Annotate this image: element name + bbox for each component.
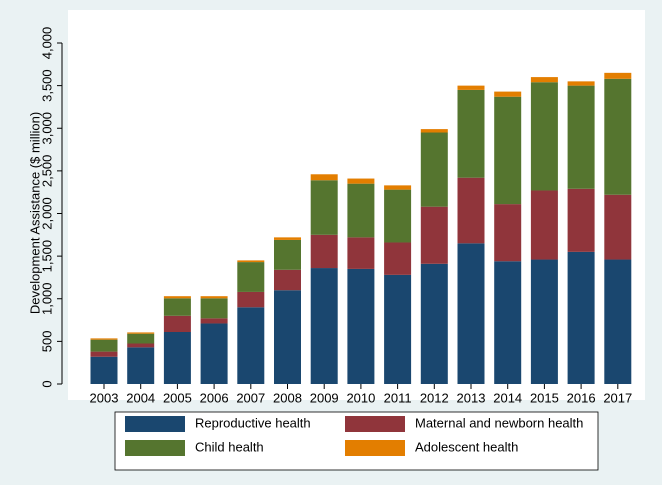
bar-segment (384, 274, 412, 384)
bar-segment (310, 174, 338, 181)
y-tick-label: 4,000 (39, 27, 54, 60)
bar-segment (200, 298, 228, 319)
bar-segment (237, 291, 265, 308)
x-tick-label: 2003 (90, 390, 119, 405)
y-tick-label: 3,000 (39, 112, 54, 145)
x-tick-label: 2007 (236, 390, 265, 405)
y-tick-label: 2,500 (39, 155, 54, 188)
bar-segment (90, 339, 118, 352)
x-tick-label: 2006 (200, 390, 229, 405)
bar-segment (310, 268, 338, 384)
x-tick-label: 2012 (420, 390, 449, 405)
bar-segment (163, 296, 191, 299)
bar-segment (127, 343, 155, 348)
x-tick-label: 2004 (126, 390, 155, 405)
bar-segment (310, 180, 338, 235)
bar-segment (567, 188, 595, 252)
bar-segment (90, 338, 118, 340)
bar-segment (530, 259, 558, 384)
bar-segment (347, 183, 375, 238)
bar-segment (347, 237, 375, 269)
y-tick-label: 3,500 (39, 69, 54, 102)
bar-segment (127, 333, 155, 344)
legend-label: Maternal and newborn health (415, 415, 583, 430)
bar-segment (457, 89, 485, 178)
bar-segment (200, 318, 228, 324)
bar-segment (347, 268, 375, 384)
bar-segment (494, 91, 522, 97)
legend-swatch (125, 416, 185, 432)
bar-segment (420, 129, 448, 133)
bar-segment (90, 351, 118, 357)
x-tick-label: 2013 (457, 390, 486, 405)
bar-segment (274, 239, 301, 270)
bar-segment (494, 261, 522, 384)
bar-segment (420, 132, 448, 207)
legend-label: Adolescent health (415, 439, 518, 454)
bar-segment (567, 251, 595, 384)
y-tick-label: 1,500 (39, 240, 54, 273)
x-tick-label: 2010 (346, 390, 375, 405)
y-tick-label: 500 (39, 331, 54, 353)
bar-segment (384, 185, 412, 190)
bar-segment (237, 307, 265, 384)
x-tick-label: 2016 (567, 390, 596, 405)
bar-segment (457, 177, 485, 244)
bar-segment (420, 206, 448, 264)
bar-segment (274, 237, 301, 240)
bar-segment (310, 234, 338, 269)
y-tick-label: 1,000 (39, 282, 54, 315)
bar-segment (604, 78, 632, 195)
x-tick-label: 2017 (603, 390, 632, 405)
legend-label: Child health (195, 439, 264, 454)
bar-segment (457, 243, 485, 384)
bar-segment (530, 77, 558, 83)
bar-segment (347, 178, 375, 184)
bar-segment (163, 298, 191, 316)
bar-segment (494, 96, 522, 205)
bar-segment (127, 347, 155, 384)
bar-segment (567, 81, 595, 86)
legend-swatch (345, 440, 405, 456)
bar-segment (90, 356, 118, 384)
x-tick-label: 2011 (384, 390, 412, 405)
bar-segment (494, 204, 522, 262)
y-tick-label: 0 (39, 380, 54, 387)
bar-segment (604, 259, 632, 384)
x-tick-label: 2008 (273, 390, 302, 405)
bar-segment (163, 315, 191, 332)
bar-segment (420, 263, 448, 384)
x-tick-label: 2014 (493, 390, 522, 405)
bar-segment (530, 190, 558, 260)
y-tick-label: 2,000 (39, 197, 54, 230)
bar-segment (237, 262, 265, 292)
x-tick-label: 2009 (310, 390, 339, 405)
bar-segment (274, 269, 301, 291)
bar-segment (163, 331, 191, 384)
x-tick-label: 2005 (163, 390, 192, 405)
bar-segment (567, 85, 595, 189)
bar-segment (200, 296, 228, 299)
x-tick-label: 2015 (530, 390, 559, 405)
y-axis-label: Development Assistance ($ million) (27, 112, 42, 314)
bar-segment (127, 332, 155, 334)
bar-segment (604, 194, 632, 260)
bar-segment (530, 82, 558, 191)
bar-segment (384, 189, 412, 243)
bar-segment (604, 72, 632, 79)
legend-swatch (345, 416, 405, 432)
legend-label: Reproductive health (195, 415, 311, 430)
bar-segment (457, 85, 485, 90)
bar-segment (200, 323, 228, 384)
legend-swatch (125, 440, 185, 456)
bar-segment (274, 290, 301, 384)
bar-segment (237, 260, 265, 263)
bar-segment (384, 242, 412, 275)
